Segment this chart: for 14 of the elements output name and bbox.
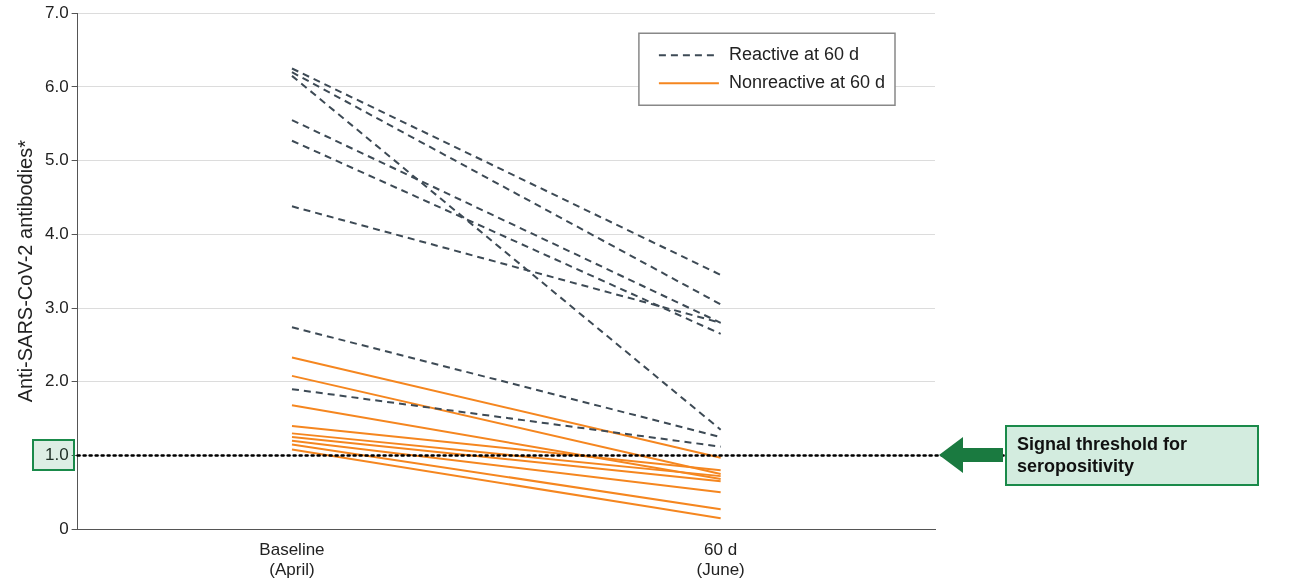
y-tick-label: 5.0 bbox=[44, 150, 69, 170]
ref-line-label: Signal threshold for seropositivity bbox=[1005, 424, 1259, 486]
y-tick-label: 0 bbox=[59, 518, 69, 538]
legend-label: Reactive at 60 d bbox=[728, 44, 859, 65]
y-tick-label: 4.0 bbox=[44, 224, 69, 244]
y-tick-label: 2.0 bbox=[44, 371, 69, 391]
legend-label: Nonreactive at 60 d bbox=[728, 72, 885, 93]
x-tick-label: 60 d (June) bbox=[696, 540, 745, 580]
y-tick-label: 6.0 bbox=[44, 76, 69, 96]
y-tick-label: 1.0 bbox=[44, 445, 69, 465]
y-axis-title: Anti-SARS-CoV-2 antibodies* bbox=[13, 139, 36, 403]
x-tick-label: Baseline (April) bbox=[259, 540, 325, 580]
y-tick-label: 7.0 bbox=[44, 2, 69, 22]
y-tick-label: 3.0 bbox=[44, 297, 69, 317]
